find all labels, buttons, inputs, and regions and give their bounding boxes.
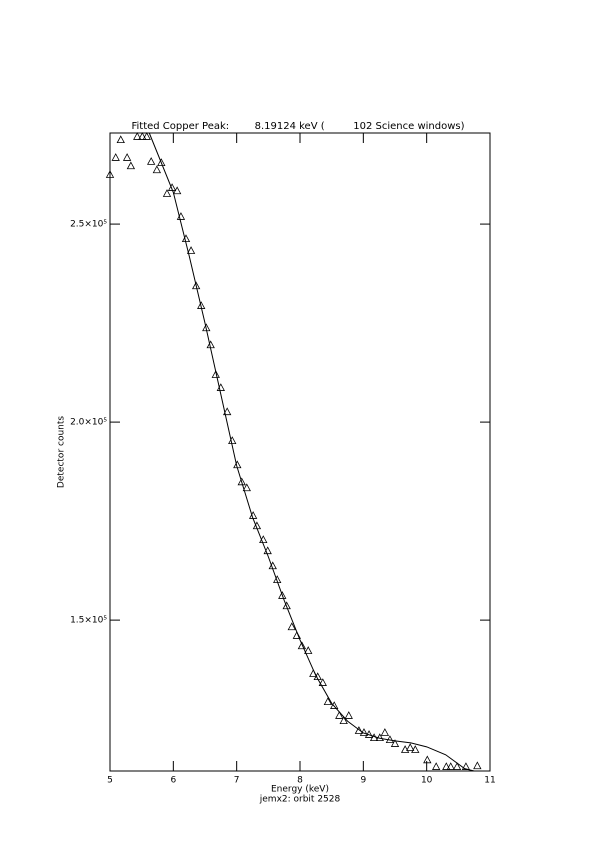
data-point	[222, 407, 232, 416]
data-point	[116, 135, 125, 144]
data-point	[282, 601, 291, 610]
data-point	[126, 161, 136, 170]
data-point	[278, 591, 287, 599]
y-axis-label: Detector counts	[57, 416, 67, 488]
data-point	[380, 728, 390, 736]
data-point	[411, 745, 420, 753]
data-point	[400, 745, 410, 753]
y-tick-label: 1.5×10⁵	[70, 616, 107, 626]
data-point	[138, 132, 147, 140]
data-point	[406, 743, 415, 751]
x-axis-label: Energy (keV)	[271, 785, 329, 795]
data-point	[461, 762, 471, 770]
data-point	[473, 761, 482, 770]
data-point	[297, 641, 307, 650]
data-point	[152, 165, 162, 174]
y-tick-label: 2.5×10⁵	[70, 220, 107, 230]
data-point	[318, 678, 327, 686]
data-point	[237, 477, 246, 486]
data-point	[105, 170, 115, 178]
data-point	[446, 762, 455, 770]
data-point	[287, 622, 296, 631]
y-tick-label: 2.0×10⁵	[70, 418, 107, 428]
data-point	[122, 153, 132, 161]
x-tick-label: 9	[360, 776, 366, 786]
data-point	[172, 186, 182, 195]
data-point	[142, 132, 151, 140]
data-point	[111, 153, 120, 161]
data-point	[452, 762, 462, 770]
data-point	[390, 739, 400, 747]
chart-title: Fitted Copper Peak: 8.19124 keV ( 102 Sc…	[131, 121, 464, 132]
data-point	[431, 762, 441, 770]
subtitle: jemx2: orbit 2528	[259, 795, 341, 805]
x-tick-label: 5	[107, 776, 113, 786]
data-point	[323, 697, 333, 705]
data-point	[304, 646, 313, 654]
data-point	[133, 132, 142, 140]
x-tick-label: 8	[297, 776, 303, 786]
data-point	[146, 157, 156, 165]
data-point	[162, 189, 172, 197]
data-point	[273, 575, 282, 584]
data-point	[330, 701, 339, 709]
x-tick-label: 10	[421, 776, 433, 786]
data-point	[423, 755, 432, 764]
x-tick-label: 11	[484, 776, 495, 786]
data-point	[211, 370, 220, 378]
data-point	[354, 726, 364, 734]
data-point	[344, 711, 353, 719]
fit-line	[148, 132, 475, 772]
data-point	[442, 762, 451, 770]
data-point	[157, 158, 166, 166]
data-point	[191, 281, 201, 290]
data-point	[335, 711, 344, 719]
data-point	[186, 246, 196, 254]
data-point	[339, 716, 348, 725]
x-tick-label: 7	[234, 776, 240, 786]
x-tick-label: 6	[170, 776, 176, 786]
data-point	[242, 483, 251, 492]
